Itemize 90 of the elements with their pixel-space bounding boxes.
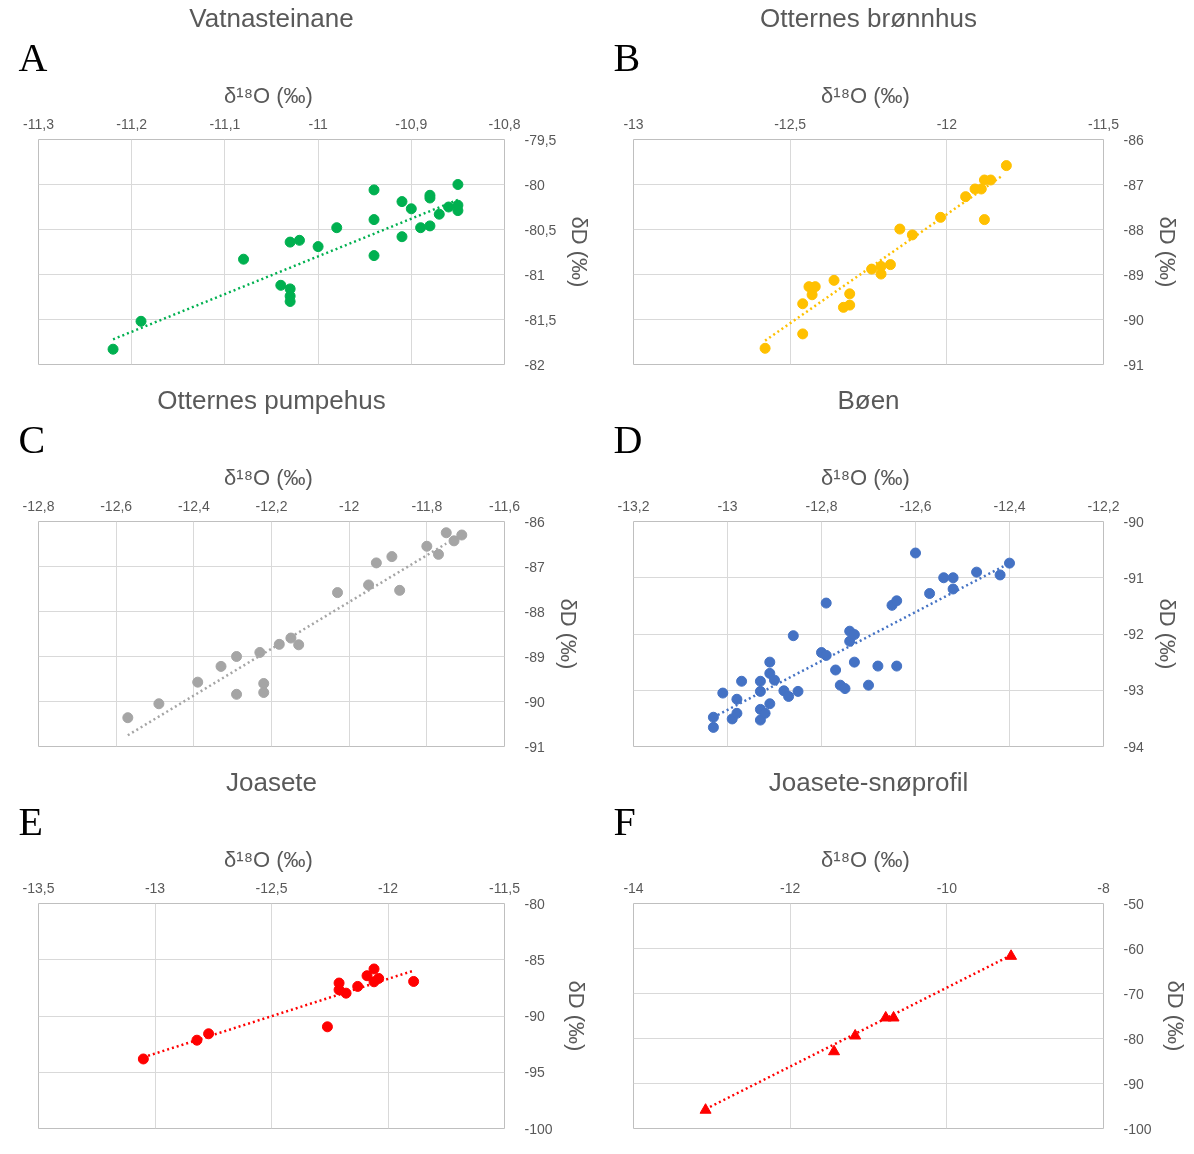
x-tick-label: -11,5 (489, 879, 521, 896)
y-tick-label: -79,5 (524, 131, 557, 148)
x-axis-title: δ¹⁸O (‰) (224, 82, 313, 108)
y-tick-label: -91 (524, 738, 545, 755)
x-axis-title: δ¹⁸O (‰) (821, 846, 910, 872)
y-tick-label: -88 (1123, 221, 1144, 238)
y-tick-label: -80 (1123, 1030, 1144, 1047)
text: A (18, 34, 48, 80)
y-tick-label: -89 (1123, 266, 1144, 283)
y-axis-title: δD (‰) (567, 216, 593, 288)
x-tick-label: -13 (717, 497, 738, 514)
y-tick-label: -86 (1123, 131, 1144, 148)
x-tick-label: -12 (780, 879, 801, 896)
y-tick-label: -93 (1123, 682, 1144, 699)
y-tick-label: -80 (524, 176, 545, 193)
x-tick-label: -11,3 (23, 115, 55, 132)
x-tick-label: -13,2 (617, 497, 650, 514)
y-tick-label: -95 (524, 1064, 545, 1081)
y-tick-label: -90 (524, 1008, 545, 1024)
chart-title: Bøen (837, 384, 900, 415)
y-axis-title: δD (‰) (1154, 216, 1180, 288)
x-tick-label: -10 (936, 879, 958, 896)
x-tick-label: -12,6 (899, 497, 932, 514)
text: B (613, 34, 641, 80)
y-tick-label: -87 (524, 558, 545, 575)
y-tick-label: -91 (1123, 356, 1144, 373)
x-tick-label: -12 (936, 115, 958, 132)
x-tick-label: -14 (623, 879, 644, 896)
x-tick-label: -12,6 (100, 497, 133, 514)
text: D (613, 416, 643, 462)
y-tick-label: -100 (524, 1120, 553, 1137)
y-tick-label: -60 (1123, 940, 1144, 957)
y-tick-label: -94 (1123, 738, 1144, 755)
x-tick-label: -13 (144, 879, 166, 896)
x-tick-label: -11,5 (1088, 115, 1120, 132)
x-tick-label: -12,8 (22, 497, 55, 514)
x-tick-label: -11,8 (411, 497, 443, 514)
x-tick-label: -12 (339, 497, 360, 514)
y-tick-label: -91 (1123, 569, 1144, 586)
y-axis-title: δD (‰) (555, 598, 581, 670)
x-tick-label: -10,9 (395, 115, 428, 132)
y-tick-label: -89 (524, 648, 545, 665)
x-tick-label: -11,1 (209, 115, 241, 132)
y-tick-label: -90 (1123, 1075, 1144, 1092)
y-tick-label: -88 (524, 603, 545, 620)
y-tick-label: -100 (1123, 1120, 1152, 1137)
y-tick-label: -92 (1123, 626, 1144, 642)
x-tick-label: -12 (377, 879, 399, 896)
y-tick-label: -90 (1123, 311, 1144, 328)
y-axis-title: δD (‰) (1154, 598, 1180, 670)
y-tick-label: -50 (1123, 895, 1144, 912)
x-tick-label: -11,2 (116, 115, 148, 132)
x-tick-label: -12,8 (805, 497, 838, 514)
text: F (613, 798, 636, 844)
x-tick-label: -13 (623, 115, 644, 132)
y-tick-label: -90 (1123, 513, 1144, 530)
x-tick-label: -12,4 (993, 497, 1026, 514)
y-axis-title: δD (‰) (1162, 980, 1188, 1052)
x-tick-label: -12,5 (774, 115, 807, 132)
y-tick-label: -70 (1123, 985, 1144, 1002)
y-tick-label: -81,5 (524, 311, 557, 328)
y-tick-label: -80 (524, 895, 545, 912)
text: C (18, 416, 46, 462)
y-tick-label: -86 (524, 513, 545, 530)
x-axis-title: δ¹⁸O (‰) (224, 464, 313, 490)
chart-title: Otternes brønnhus (760, 2, 977, 33)
x-tick-label: -13,5 (22, 879, 55, 896)
chart-title: Otternes pumpehus (157, 384, 386, 415)
y-tick-label: -82 (524, 356, 545, 373)
x-axis-title: δ¹⁸O (‰) (821, 464, 910, 490)
x-tick-label: -12,2 (255, 497, 288, 514)
y-tick-label: -87 (1123, 176, 1144, 193)
x-tick-label: -11 (308, 115, 328, 132)
x-axis-title: δ¹⁸O (‰) (224, 846, 313, 872)
x-axis-title: δ¹⁸O (‰) (821, 82, 910, 108)
text: E (18, 798, 43, 844)
x-tick-label: -10,8 (488, 115, 521, 132)
chart-title: Joasete (225, 766, 318, 797)
y-tick-label: -90 (524, 693, 545, 710)
chart-title: Vatnasteinane (189, 2, 354, 33)
x-tick-label: -11,6 (489, 497, 521, 514)
y-tick-label: -81 (524, 266, 545, 283)
y-tick-label: -80,5 (524, 221, 557, 238)
x-tick-label: -8 (1097, 879, 1110, 896)
chart-title: Joasete-snøprofil (768, 766, 969, 797)
x-tick-label: -12,4 (177, 497, 210, 514)
y-axis-title: δD (‰) (563, 980, 589, 1052)
x-tick-label: -12,2 (1087, 497, 1120, 514)
x-tick-label: -12,5 (255, 879, 288, 896)
y-tick-label: -85 (524, 951, 545, 968)
